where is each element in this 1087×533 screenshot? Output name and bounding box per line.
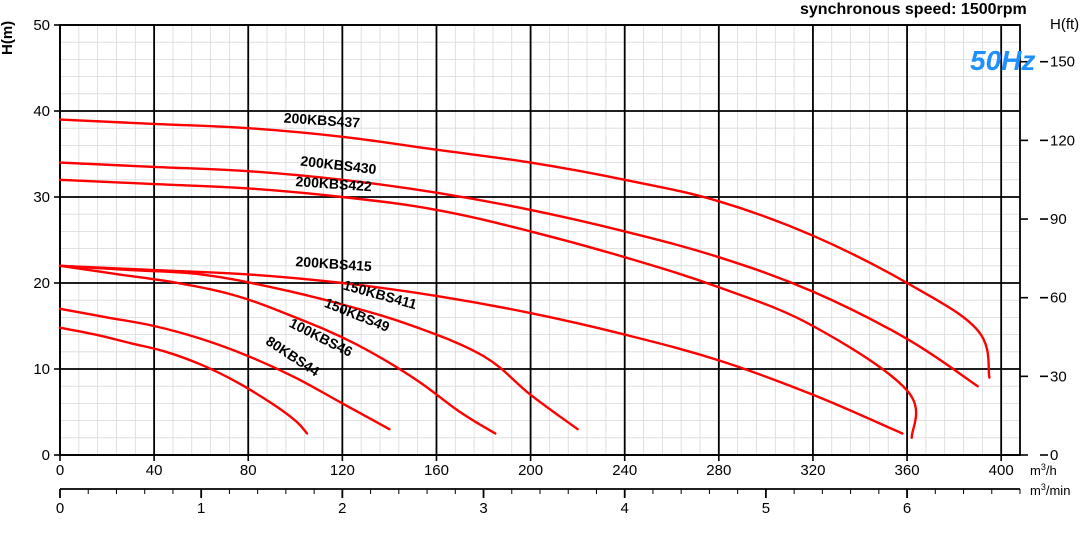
x-tick: 120 xyxy=(330,462,355,479)
x-tick: 400 xyxy=(989,462,1014,479)
y-tick: 10 xyxy=(33,361,50,378)
x-tick: 40 xyxy=(146,462,163,479)
x2-tick: 3 xyxy=(479,500,487,517)
chart-svg: 200KBS437200KBS430200KBS422200KBS415150K… xyxy=(0,0,1087,533)
x-tick: 200 xyxy=(518,462,543,479)
y2-tick: 60 xyxy=(1050,290,1067,307)
y2-tick: 120 xyxy=(1050,132,1075,149)
x-tick: 360 xyxy=(895,462,920,479)
x-tick: 240 xyxy=(612,462,637,479)
y2-tick: 90 xyxy=(1050,211,1067,228)
x2-tick: 5 xyxy=(762,500,770,517)
y2-tick: 30 xyxy=(1050,368,1067,385)
y-tick: 50 xyxy=(33,17,50,34)
y-tick: 40 xyxy=(33,103,50,120)
x-tick: 280 xyxy=(706,462,731,479)
y-tick: 30 xyxy=(33,189,50,206)
x2-tick: 0 xyxy=(56,500,64,517)
pump-curve-chart: 200KBS437200KBS430200KBS422200KBS415150K… xyxy=(0,0,1087,533)
y-tick: 0 xyxy=(42,447,50,464)
x2-tick: 1 xyxy=(197,500,205,517)
y2-tick: 0 xyxy=(1050,447,1058,464)
x2-tick: 4 xyxy=(621,500,629,517)
speed-note: synchronous speed: 1500rpm xyxy=(800,1,1027,18)
x-tick: 0 xyxy=(56,462,64,479)
x-unit-secondary: m3/min xyxy=(1030,482,1070,498)
x-tick: 80 xyxy=(240,462,257,479)
y2-tick: 150 xyxy=(1050,54,1075,71)
y-tick: 20 xyxy=(33,275,50,292)
y2-axis-label: H(ft) xyxy=(1050,16,1079,33)
frequency-label: 50Hz xyxy=(970,45,1035,76)
y-axis-label: H(m) xyxy=(0,21,16,55)
x-tick: 320 xyxy=(800,462,825,479)
x2-tick: 2 xyxy=(338,500,346,517)
x2-tick: 6 xyxy=(903,500,911,517)
x-tick: 160 xyxy=(424,462,449,479)
